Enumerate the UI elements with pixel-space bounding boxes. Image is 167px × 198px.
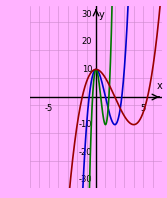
Text: -20: -20 <box>79 148 92 157</box>
Text: 10: 10 <box>82 65 92 74</box>
Text: 30: 30 <box>82 10 92 19</box>
Text: 20: 20 <box>82 37 92 46</box>
Text: y: y <box>99 10 105 20</box>
Text: x: x <box>156 81 162 91</box>
Text: -10: -10 <box>79 120 92 129</box>
Text: 5: 5 <box>140 104 146 113</box>
Text: -30: -30 <box>79 175 92 184</box>
Text: -5: -5 <box>45 104 53 113</box>
